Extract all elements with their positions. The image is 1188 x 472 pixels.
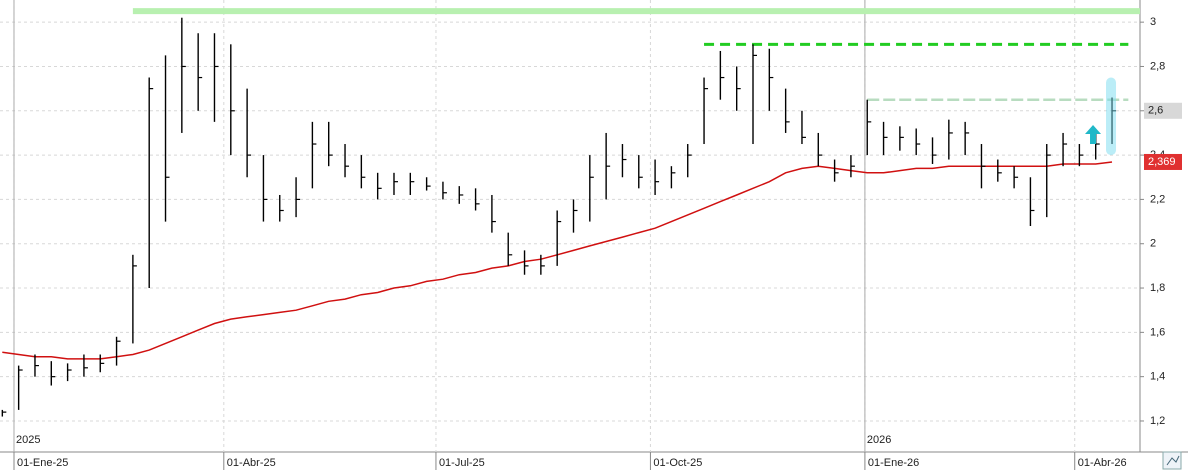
settings-icon[interactable] xyxy=(1162,451,1182,470)
y-tick-label: 2 xyxy=(1150,238,1156,250)
x-tick-label: 01-Abr-26 xyxy=(1078,457,1127,469)
y-tick-label: 1,8 xyxy=(1150,282,1165,294)
x-tick-label: 01-Oct-25 xyxy=(653,457,702,469)
y-tick-label: 1,4 xyxy=(1150,371,1165,383)
arrow-icon xyxy=(1085,125,1102,145)
price-tag-label: 2,6 xyxy=(1148,105,1163,117)
y-tick-label: 3 xyxy=(1150,16,1156,28)
price-tag xyxy=(1144,153,1182,170)
x-tick-label: 01-Ene-25 xyxy=(17,457,68,469)
price-tag-label: 2,369 xyxy=(1148,156,1176,168)
y-tick-label: 1,6 xyxy=(1150,326,1165,338)
highlight xyxy=(1106,77,1117,156)
y-tick-label: 2,8 xyxy=(1150,60,1165,72)
year-label: 2025 xyxy=(16,434,40,446)
y-tick-label: 2,2 xyxy=(1150,193,1165,205)
icon-glyph xyxy=(1166,455,1180,466)
y-tick-label: 1,2 xyxy=(1150,415,1165,427)
x-tick-label: 01-Ene-26 xyxy=(868,457,919,469)
price-tag xyxy=(1144,102,1182,119)
x-tick-label: 01-Jul-25 xyxy=(439,457,485,469)
icon-frame[interactable] xyxy=(1162,451,1182,470)
year-label: 2026 xyxy=(867,434,891,446)
x-tick-label: 01-Abr-25 xyxy=(227,457,276,469)
